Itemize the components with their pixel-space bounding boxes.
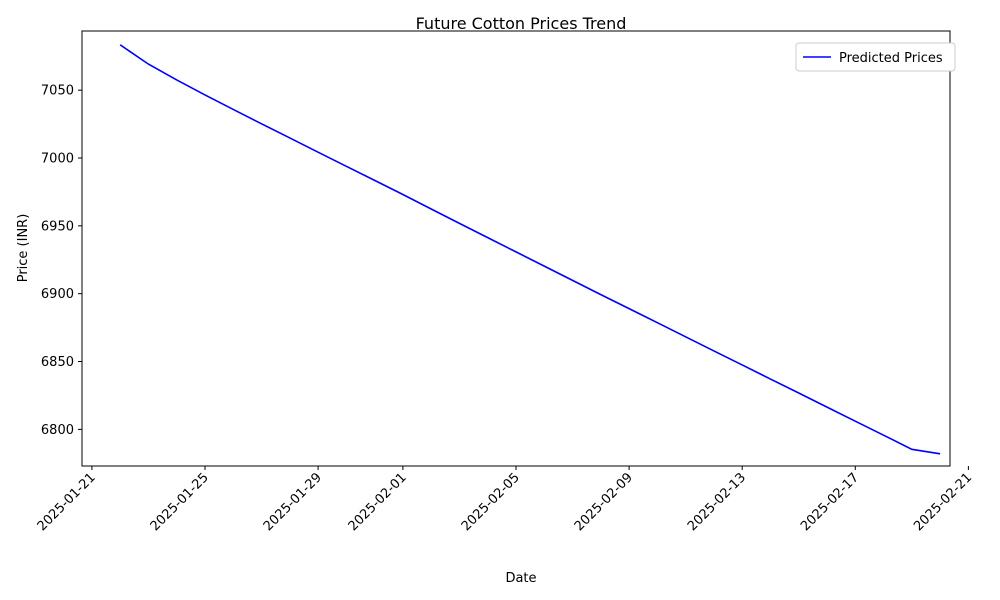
y-tick-label: 7050	[41, 84, 74, 99]
x-axis-label: Date	[505, 571, 536, 586]
y-tick-label: 6950	[41, 219, 74, 234]
series-line-predicted-prices	[119, 44, 941, 455]
y-axis-label: Price (INR)	[16, 214, 31, 283]
chart-title: Future Cotton Prices Trend	[416, 14, 627, 33]
y-tick-label: 7000	[41, 151, 74, 166]
legend-box	[795, 42, 956, 72]
legend-label-predicted-prices: Predicted Prices	[839, 51, 943, 66]
y-axis: 6800 6850 6900 6950 7000 7050	[41, 84, 82, 438]
legend: Predicted Prices	[795, 42, 956, 72]
y-tick-label: 6850	[41, 355, 74, 370]
y-tick-label: 6900	[41, 287, 74, 302]
y-tick-label: 6800	[41, 423, 74, 438]
